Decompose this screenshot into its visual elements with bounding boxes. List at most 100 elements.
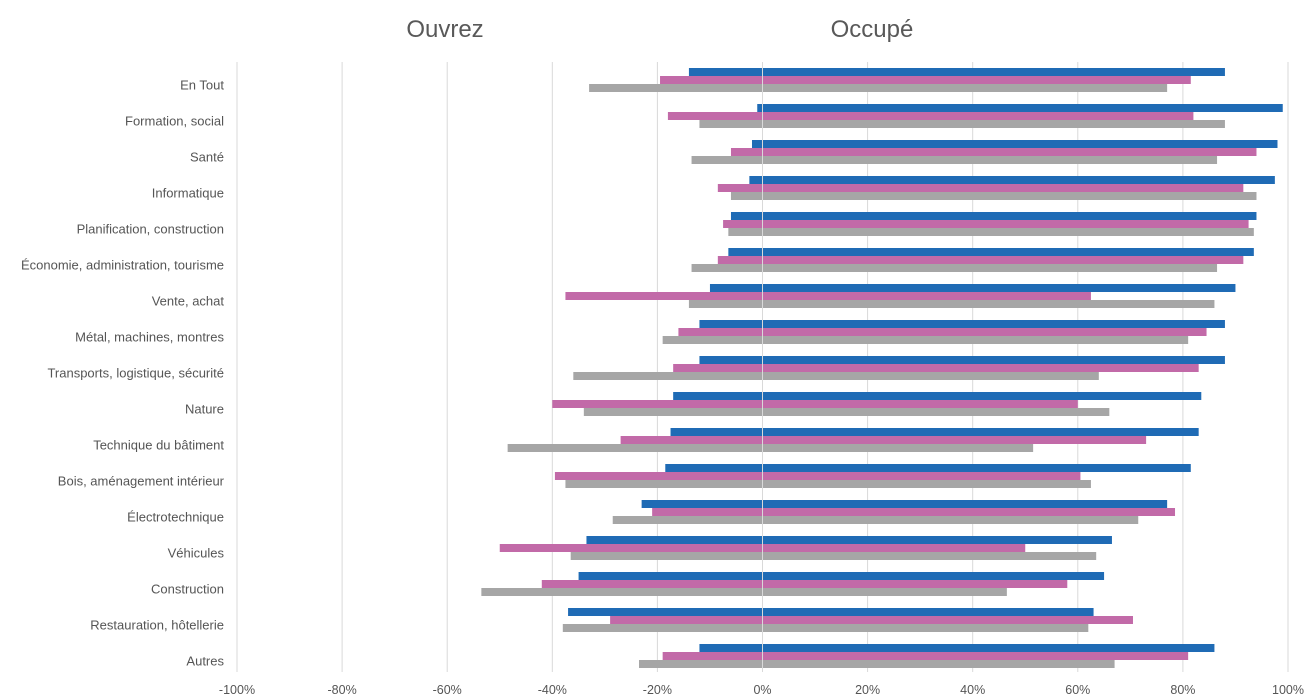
category-label: Métal, machines, montres xyxy=(75,329,224,344)
bar-positive xyxy=(762,480,1091,488)
bar-negative xyxy=(568,608,763,616)
bar-positive xyxy=(762,608,1094,616)
bar-positive xyxy=(762,472,1081,480)
bar-positive xyxy=(762,336,1189,344)
bar-negative xyxy=(699,644,763,652)
category-label: Économie, administration, tourisme xyxy=(21,257,224,272)
category-label: Bois, aménagement intérieur xyxy=(58,473,225,488)
bar-negative xyxy=(620,436,763,444)
bar-positive xyxy=(762,248,1254,256)
bar-positive xyxy=(762,328,1207,336)
bars xyxy=(481,62,1283,672)
bar-negative xyxy=(757,104,763,112)
bar-positive xyxy=(762,176,1275,184)
bar-negative xyxy=(662,652,763,660)
bar-negative xyxy=(481,588,763,596)
bar-negative xyxy=(673,364,763,372)
bar-negative xyxy=(541,580,763,588)
bar-negative xyxy=(749,176,763,184)
bar-positive xyxy=(762,356,1225,364)
bar-negative xyxy=(667,112,763,120)
bar-negative xyxy=(562,624,763,632)
bar-positive xyxy=(762,372,1099,380)
category-label: Technique du bâtiment xyxy=(93,437,224,452)
bar-positive xyxy=(762,184,1244,192)
bar-positive xyxy=(762,364,1199,372)
x-tick-label: -20% xyxy=(643,683,672,697)
bar-negative xyxy=(688,300,763,308)
bar-negative xyxy=(717,256,763,264)
bar-positive xyxy=(762,220,1249,228)
bar-negative xyxy=(751,140,763,148)
bar-negative xyxy=(688,68,763,76)
bar-positive xyxy=(762,84,1168,92)
bar-negative xyxy=(507,444,763,452)
category-label: Véhicules xyxy=(168,545,225,560)
bar-negative xyxy=(662,336,763,344)
bar-positive xyxy=(762,400,1078,408)
category-label: Nature xyxy=(185,401,224,416)
bar-positive xyxy=(762,644,1215,652)
bar-negative xyxy=(660,76,763,84)
category-label: Électrotechnique xyxy=(127,509,224,524)
category-label: Planification, construction xyxy=(77,221,224,236)
x-tick-labels: -100% -80% -60% -40% -20% 0% 20% 40% 60% 80% 100% xyxy=(219,683,1304,697)
bar-negative xyxy=(699,320,763,328)
x-tick-label: -60% xyxy=(433,683,462,697)
bar-negative xyxy=(730,148,763,156)
bar-positive xyxy=(762,292,1091,300)
bar-negative xyxy=(499,544,763,552)
bar-positive xyxy=(762,580,1068,588)
bar-negative xyxy=(730,192,763,200)
x-tick-label: -100% xyxy=(219,683,255,697)
bar-negative xyxy=(670,428,763,436)
bar-negative xyxy=(565,292,763,300)
bar-negative xyxy=(610,616,763,624)
bar-negative xyxy=(728,248,763,256)
bar-positive xyxy=(762,228,1254,236)
x-tick-label: 0% xyxy=(753,683,771,697)
bar-positive xyxy=(762,624,1089,632)
bar-negative xyxy=(699,356,763,364)
bar-positive xyxy=(762,436,1147,444)
category-label: En Tout xyxy=(180,77,224,92)
x-tick-label: 40% xyxy=(960,683,985,697)
bar-negative xyxy=(639,660,763,668)
x-tick-label: -80% xyxy=(328,683,357,697)
bar-positive xyxy=(762,660,1115,668)
bar-positive xyxy=(762,588,1007,596)
bar-negative xyxy=(612,516,763,524)
header-right: Occupé xyxy=(831,16,914,43)
bar-positive xyxy=(762,284,1236,292)
bar-negative xyxy=(728,228,763,236)
bar-positive xyxy=(762,516,1139,524)
bar-positive xyxy=(762,572,1105,580)
category-label: Restauration, hôtellerie xyxy=(90,617,224,632)
category-label: Vente, achat xyxy=(152,293,225,308)
bar-positive xyxy=(762,256,1244,264)
bar-negative xyxy=(709,284,763,292)
bar-negative xyxy=(573,372,763,380)
category-label: Formation, social xyxy=(125,113,224,128)
bar-negative xyxy=(583,408,763,416)
bar-positive xyxy=(762,120,1225,128)
bar-negative xyxy=(699,120,763,128)
bar-positive xyxy=(762,444,1034,452)
bar-negative xyxy=(691,264,763,272)
bar-negative xyxy=(652,508,763,516)
bar-positive xyxy=(762,264,1218,272)
header-left: Ouvrez xyxy=(406,16,483,43)
bar-negative xyxy=(586,536,763,544)
x-tick-label: 20% xyxy=(855,683,880,697)
bar-positive xyxy=(762,68,1225,76)
bar-positive xyxy=(762,508,1176,516)
bar-positive xyxy=(762,652,1189,660)
category-labels: En Tout Formation, social Santé Informatiqu… xyxy=(21,77,225,668)
bar-negative xyxy=(730,212,763,220)
bar-positive xyxy=(762,104,1283,112)
category-label: Construction xyxy=(151,581,224,596)
bar-negative xyxy=(717,184,763,192)
bar-positive xyxy=(762,212,1257,220)
